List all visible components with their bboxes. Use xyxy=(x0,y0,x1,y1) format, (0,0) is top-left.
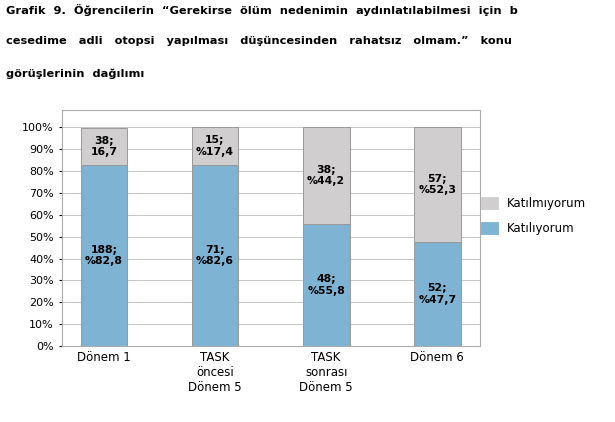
Text: 52;
%47,7: 52; %47,7 xyxy=(418,283,456,305)
Bar xyxy=(81,128,127,165)
Text: 48;
%55,8: 48; %55,8 xyxy=(308,274,345,296)
Bar xyxy=(414,242,461,346)
Text: Grafik  9.  Öğrencilerin  “Gerekirse  ölüm  nedenimin  aydınlatılabilmesi  için : Grafik 9. Öğrencilerin “Gerekirse ölüm n… xyxy=(6,4,518,16)
Text: 15;
%17,4: 15; %17,4 xyxy=(196,135,234,157)
Bar xyxy=(303,127,349,224)
Bar xyxy=(414,127,461,242)
Bar xyxy=(303,224,349,346)
Text: 71;
%82,6: 71; %82,6 xyxy=(196,245,234,266)
Text: 188;
%82,8: 188; %82,8 xyxy=(85,245,123,266)
Text: 38;
16,7: 38; 16,7 xyxy=(90,136,117,157)
Bar xyxy=(192,127,239,165)
Text: 57;
%52,3: 57; %52,3 xyxy=(418,173,456,195)
Text: görüşlerinin  dağılımı: görüşlerinin dağılımı xyxy=(6,68,145,79)
Bar xyxy=(192,165,239,346)
Text: cesedime   adli   otopsi   yapılması   düşüncesinden   rahatsız   olmam.”   konu: cesedime adli otopsi yapılması düşüncesi… xyxy=(6,36,512,46)
Legend: Katılmıyorum, Katılıyorum: Katılmıyorum, Katılıyorum xyxy=(477,192,591,240)
Bar xyxy=(81,165,127,346)
Text: 38;
%44,2: 38; %44,2 xyxy=(307,165,345,187)
